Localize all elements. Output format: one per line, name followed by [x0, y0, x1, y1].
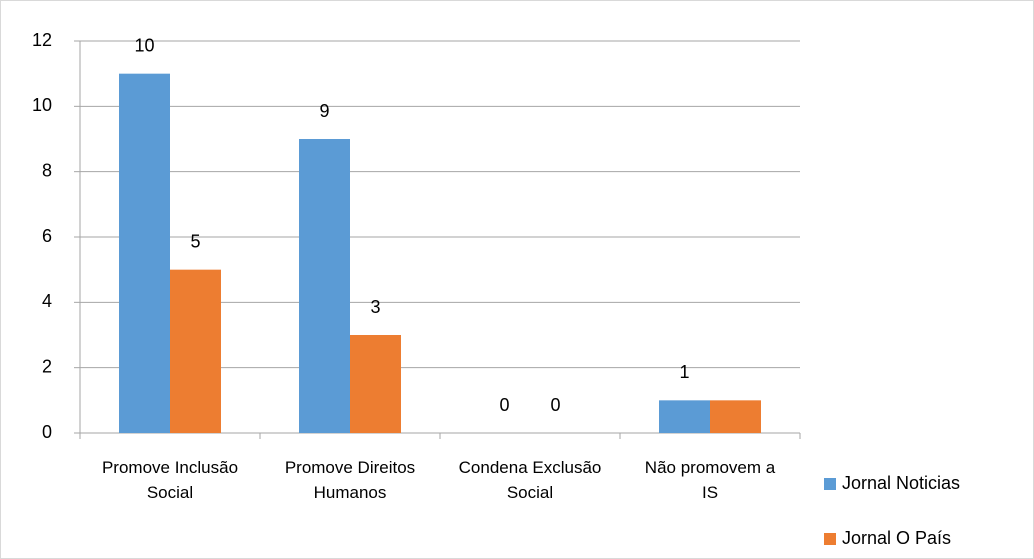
legend-label: Jornal O País — [842, 528, 951, 548]
x-tick-label: Não promovem a IS — [644, 458, 776, 502]
x-tick-label: Condena Exclusão Social — [458, 458, 602, 502]
x-tick-label: Promove Inclusão Social — [101, 458, 239, 502]
y-tick-label: 6 — [42, 226, 52, 246]
bar — [119, 73, 170, 434]
data-label: 10 — [134, 35, 154, 55]
legend-swatch — [824, 478, 836, 490]
x-tick-label: Promove Direitos Humanos — [284, 458, 416, 502]
data-label: 0 — [550, 395, 560, 415]
y-tick-label: 0 — [42, 422, 52, 442]
y-tick-label: 8 — [42, 160, 52, 180]
y-tick-label: 2 — [42, 356, 52, 376]
data-label: 9 — [319, 101, 329, 121]
data-label: 5 — [190, 231, 200, 251]
legend-label: Jornal Noticias — [842, 473, 960, 493]
data-label: 0 — [499, 395, 509, 415]
data-label: 1 — [679, 362, 689, 382]
y-tick-label: 10 — [32, 95, 52, 115]
y-tick-label: 4 — [42, 291, 52, 311]
y-tick-label: 12 — [32, 30, 52, 50]
bar — [710, 400, 761, 433]
bar — [299, 139, 350, 433]
bar — [659, 400, 710, 433]
bar — [350, 335, 401, 433]
legend-swatch — [824, 533, 836, 545]
bar — [170, 269, 221, 433]
data-label: 3 — [370, 297, 380, 317]
